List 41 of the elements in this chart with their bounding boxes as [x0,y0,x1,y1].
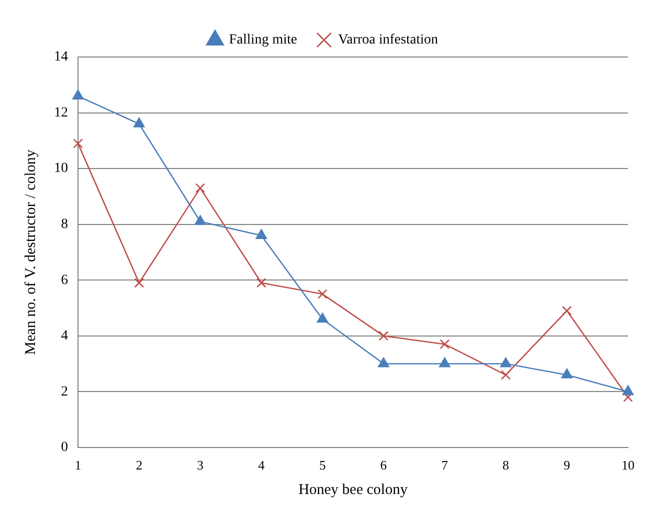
y-tick-label: 2 [61,384,68,400]
x-tick-label: 4 [258,458,266,473]
point [378,330,388,341]
point [438,357,450,368]
legend-label: Falling mite [229,32,298,48]
x-tick-label: 9 [564,458,570,473]
y-tick-label: 4 [61,328,68,344]
point [440,339,450,350]
point [195,183,206,193]
point [622,385,634,396]
y-tick-label: 0 [61,440,68,456]
point [256,228,268,239]
legend-label: Varroa infestation [338,32,438,48]
point [194,215,206,226]
x-tick-label: 10 [622,458,634,473]
y-tick-label: 14 [54,50,68,65]
point [72,90,84,100]
point [561,368,573,378]
point [562,306,572,316]
point [73,138,83,148]
point [134,278,144,288]
x-tick-label: 5 [319,458,326,473]
point [378,357,390,368]
point [318,289,328,299]
point [500,357,512,368]
point [256,278,266,288]
x-tick-label: 6 [380,458,388,473]
x-tick-label: 2 [136,458,142,473]
y-tick-label: 10 [54,161,68,176]
y-tick-label: 6 [61,272,68,288]
x-axis-title: Honey bee colony [298,482,408,498]
y-tick-label: 12 [54,105,68,120]
x-tick-label: 7 [441,458,448,473]
point [316,312,328,323]
y-axis-title: Mean no. of V. destructor / colony [22,149,39,355]
x-tick-label: 1 [74,458,82,473]
point [133,117,145,128]
point [500,370,511,380]
y-tick-label: 8 [61,216,68,232]
x-tick-label: 8 [502,458,510,473]
x-tick-label: 3 [196,458,204,473]
